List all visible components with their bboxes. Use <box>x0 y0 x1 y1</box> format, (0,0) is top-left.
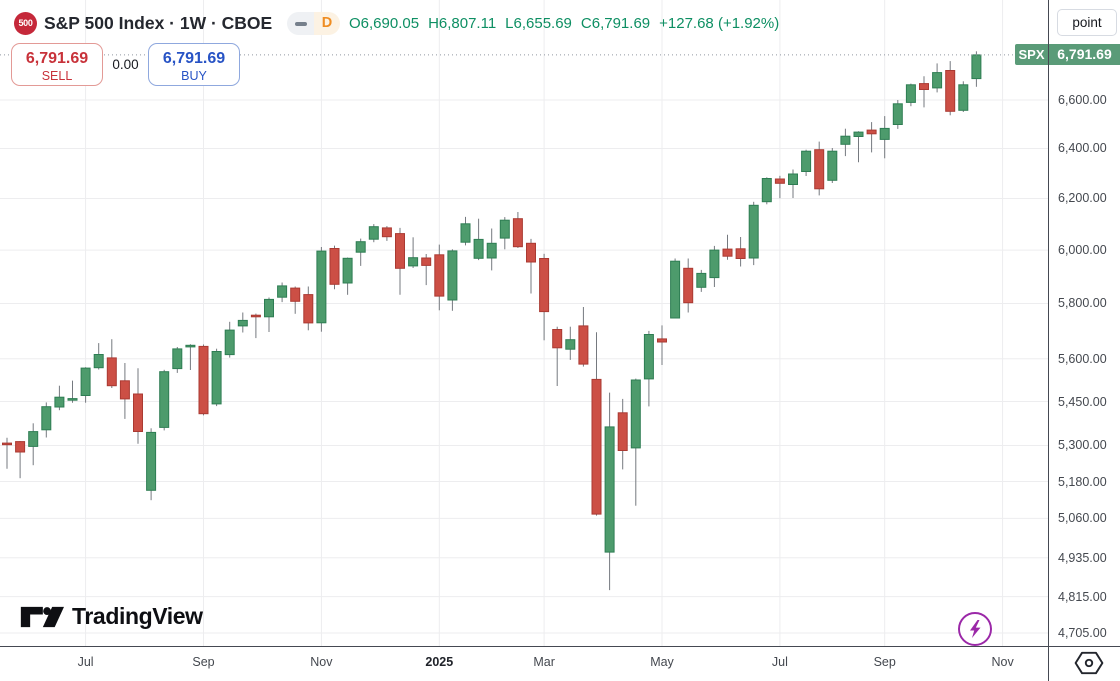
hexagon-eye-icon[interactable] <box>1074 650 1104 676</box>
time-tick-label: Jul <box>77 655 94 669</box>
ohlc-change: +127.68 (+1.92%) <box>659 15 780 32</box>
ohlc-readout: O6,690.05 H6,807.11 L6,655.69 C6,791.69 +127… <box>349 15 788 32</box>
ohlc-close: C6,791.69 <box>580 15 651 32</box>
price-tick-label: 4,935.00 <box>1058 550 1107 565</box>
price-tick-label: 5,060.00 <box>1058 511 1107 526</box>
sell-button[interactable]: 6,791.69 SELL <box>11 43 103 86</box>
price-unit-button[interactable]: point <box>1057 9 1117 36</box>
time-tick-label: Nov <box>310 655 333 669</box>
time-tick-label: Sep <box>192 655 215 669</box>
time-tick-label: Jul <box>771 655 788 669</box>
price-tick-label: 6,600.00 <box>1058 93 1107 107</box>
instant-trading-button[interactable] <box>958 612 992 646</box>
price-tick-label: 5,450.00 <box>1058 394 1107 409</box>
time-axis-border <box>0 646 1120 647</box>
sell-label: SELL <box>41 69 73 83</box>
price-tick-label: 4,705.00 <box>1058 626 1107 640</box>
price-tick-label: 5,800.00 <box>1058 296 1107 311</box>
tradingview-logo[interactable]: TradingView <box>20 603 203 630</box>
symbol-title[interactable]: S&P 500 Index · 1W · CBOE <box>44 13 273 33</box>
dash-interval-icon[interactable] <box>287 12 314 35</box>
time-tick-label: 2025 <box>425 655 454 669</box>
time-tick-label: May <box>650 655 674 669</box>
spread-value: 0.00 <box>112 57 139 72</box>
price-tick-label: 4,815.00 <box>1058 589 1107 604</box>
time-tick-label: Nov <box>991 655 1014 669</box>
price-tick-label: 6,000.00 <box>1058 243 1107 258</box>
ohlc-open: O6,690.05 <box>349 15 420 32</box>
last-price-symbol-badge: SPX <box>1015 44 1048 66</box>
time-tick-label: Mar <box>533 655 555 669</box>
price-tick-label: 6,400.00 <box>1058 141 1107 156</box>
price-tick-label: 6,200.00 <box>1058 191 1107 206</box>
lightning-bolt-icon <box>970 620 981 638</box>
price-tick-label: 5,600.00 <box>1058 351 1107 366</box>
ohlc-low: L6,655.69 <box>505 15 572 32</box>
last-price-badge: 6,791.69 <box>1049 44 1120 66</box>
price-tick-label: 5,300.00 <box>1058 438 1107 453</box>
time-tick-label: Sep <box>873 655 896 669</box>
timeframe-pill[interactable]: D <box>287 12 340 35</box>
candlestick-chart[interactable] <box>0 0 1048 646</box>
buy-button[interactable]: 6,791.69 BUY <box>148 43 240 86</box>
ohlc-high: H6,807.11 <box>428 15 497 32</box>
price-axis-border <box>1048 0 1049 681</box>
daily-interval-button[interactable]: D <box>314 12 340 35</box>
buy-label: BUY <box>181 69 207 83</box>
price-tick-label: 5,180.00 <box>1058 474 1107 489</box>
sp500-logo-badge: 500 <box>14 12 37 35</box>
sell-price: 6,791.69 <box>25 50 89 67</box>
buy-price: 6,791.69 <box>162 50 226 67</box>
tradingview-logo-icon <box>20 606 64 627</box>
tradingview-logo-text: TradingView <box>72 603 203 629</box>
